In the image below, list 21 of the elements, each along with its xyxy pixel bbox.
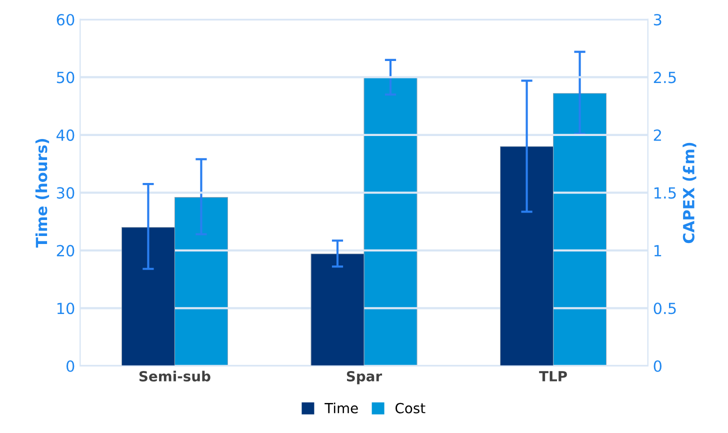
y2-tick-label: 1.5 [654, 187, 676, 199]
y-tick-label: 40 [56, 129, 74, 141]
y-tick-label: 60 [56, 14, 74, 26]
y2-tick-label: 1 [654, 245, 662, 256]
legend-label: Cost [396, 402, 426, 414]
x-tick-label: Semi-sub [139, 370, 210, 382]
y2-axis-title: CAPEX (£m) [682, 142, 696, 244]
y-tick-label: 30 [56, 187, 74, 199]
y2-tick-label: 0 [654, 360, 662, 372]
y-tick-label: 20 [56, 244, 74, 256]
y-tick-label: 10 [57, 302, 74, 314]
y-tick-label: 0 [66, 360, 74, 372]
x-tick-label: TLP [539, 371, 567, 382]
y2-tick-label: 3 [654, 14, 662, 26]
y-tick-label: 50 [56, 72, 74, 84]
x-tick-label: Spar [346, 370, 382, 384]
y2-tick-label: 2 [654, 129, 661, 141]
y-axis-title: Time (hours) [35, 138, 50, 248]
y2-tick-label: 2.5 [654, 72, 676, 84]
legend-label: Time [324, 402, 358, 414]
y2-tick-label: 0.5 [654, 302, 676, 314]
